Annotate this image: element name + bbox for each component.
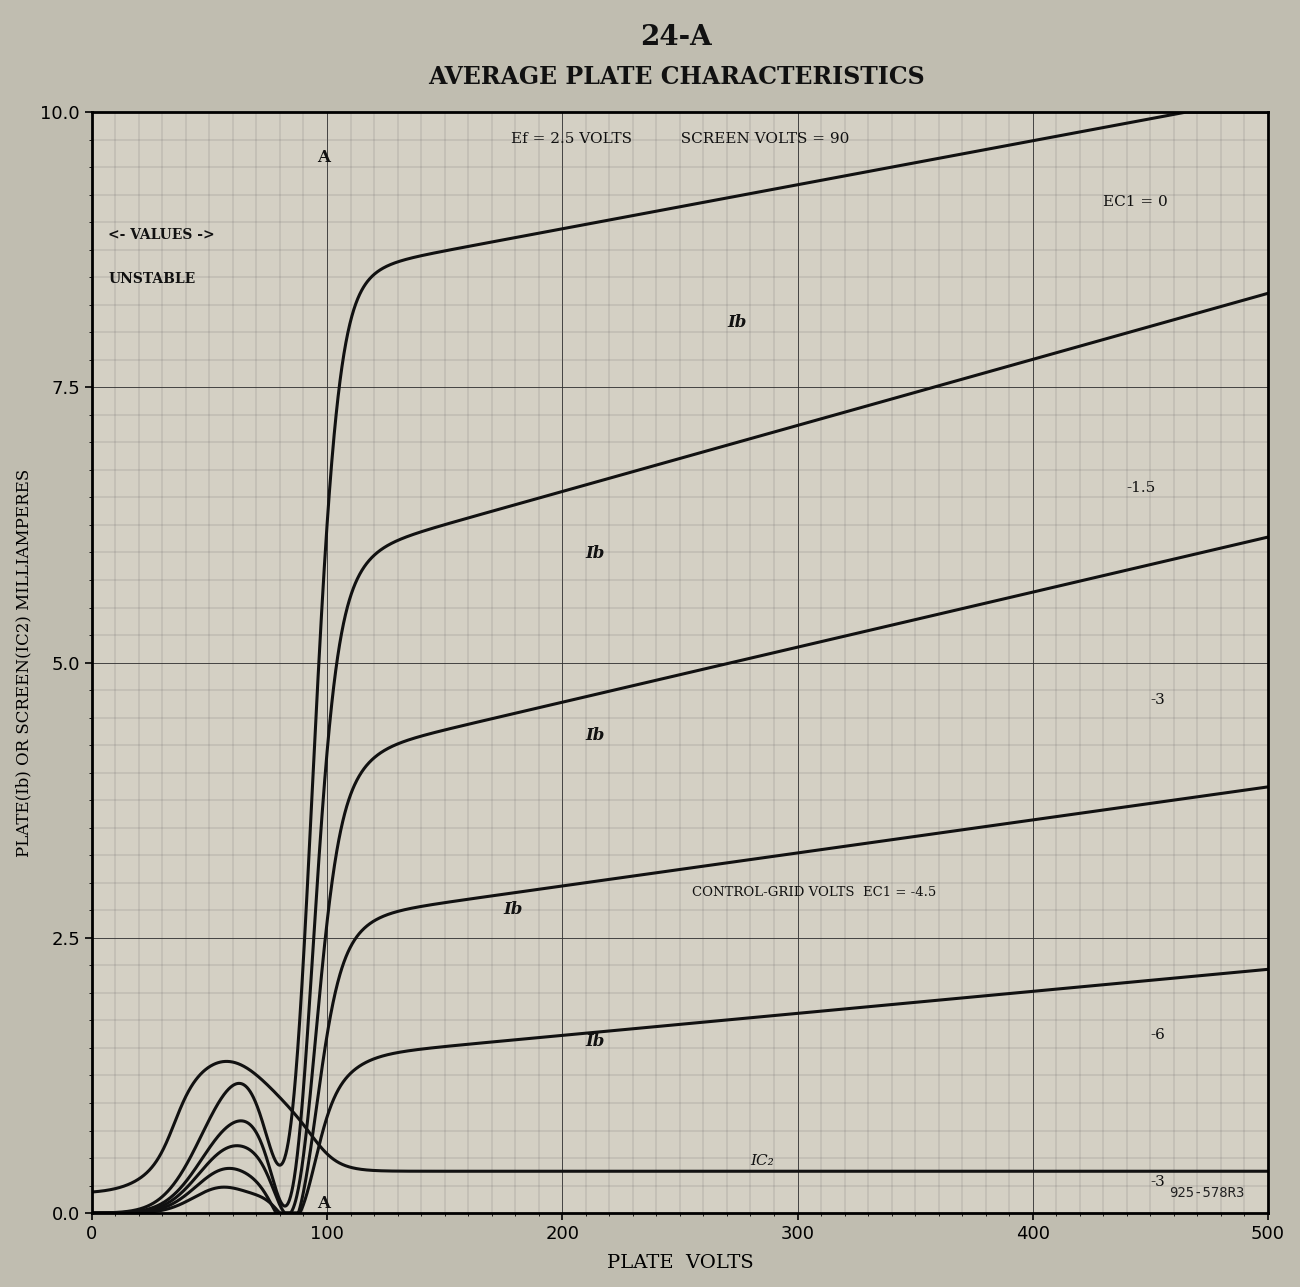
Text: AVERAGE PLATE CHARACTERISTICS: AVERAGE PLATE CHARACTERISTICS [428, 64, 924, 89]
Text: 925-578R3: 925-578R3 [1169, 1185, 1244, 1199]
X-axis label: PLATE  VOLTS: PLATE VOLTS [607, 1254, 753, 1272]
Text: EC1 = 0: EC1 = 0 [1104, 194, 1169, 208]
Text: -3: -3 [1150, 694, 1165, 708]
Y-axis label: PLATE(Ib) OR SCREEN(IC2) MILLIAMPERES: PLATE(Ib) OR SCREEN(IC2) MILLIAMPERES [16, 468, 32, 857]
Text: A: A [317, 1194, 330, 1211]
Text: A: A [317, 148, 330, 166]
Text: Ef = 2.5 VOLTS          SCREEN VOLTS = 90: Ef = 2.5 VOLTS SCREEN VOLTS = 90 [511, 133, 849, 145]
Text: Ib: Ib [586, 727, 606, 744]
Text: <- VALUES ->: <- VALUES -> [108, 228, 214, 242]
Text: UNSTABLE: UNSTABLE [108, 272, 195, 286]
Text: Ib: Ib [727, 314, 746, 331]
Text: Ib: Ib [503, 901, 523, 918]
Text: Ib: Ib [586, 1032, 606, 1050]
Text: Ib: Ib [586, 544, 606, 562]
Text: -6: -6 [1150, 1028, 1165, 1042]
Text: CONTROL-GRID VOLTS  EC1 = -4.5: CONTROL-GRID VOLTS EC1 = -4.5 [692, 885, 936, 900]
Text: IC₂: IC₂ [750, 1153, 775, 1167]
Text: 24-A: 24-A [640, 24, 712, 51]
Text: -3: -3 [1150, 1175, 1165, 1189]
Text: -1.5: -1.5 [1127, 481, 1156, 495]
